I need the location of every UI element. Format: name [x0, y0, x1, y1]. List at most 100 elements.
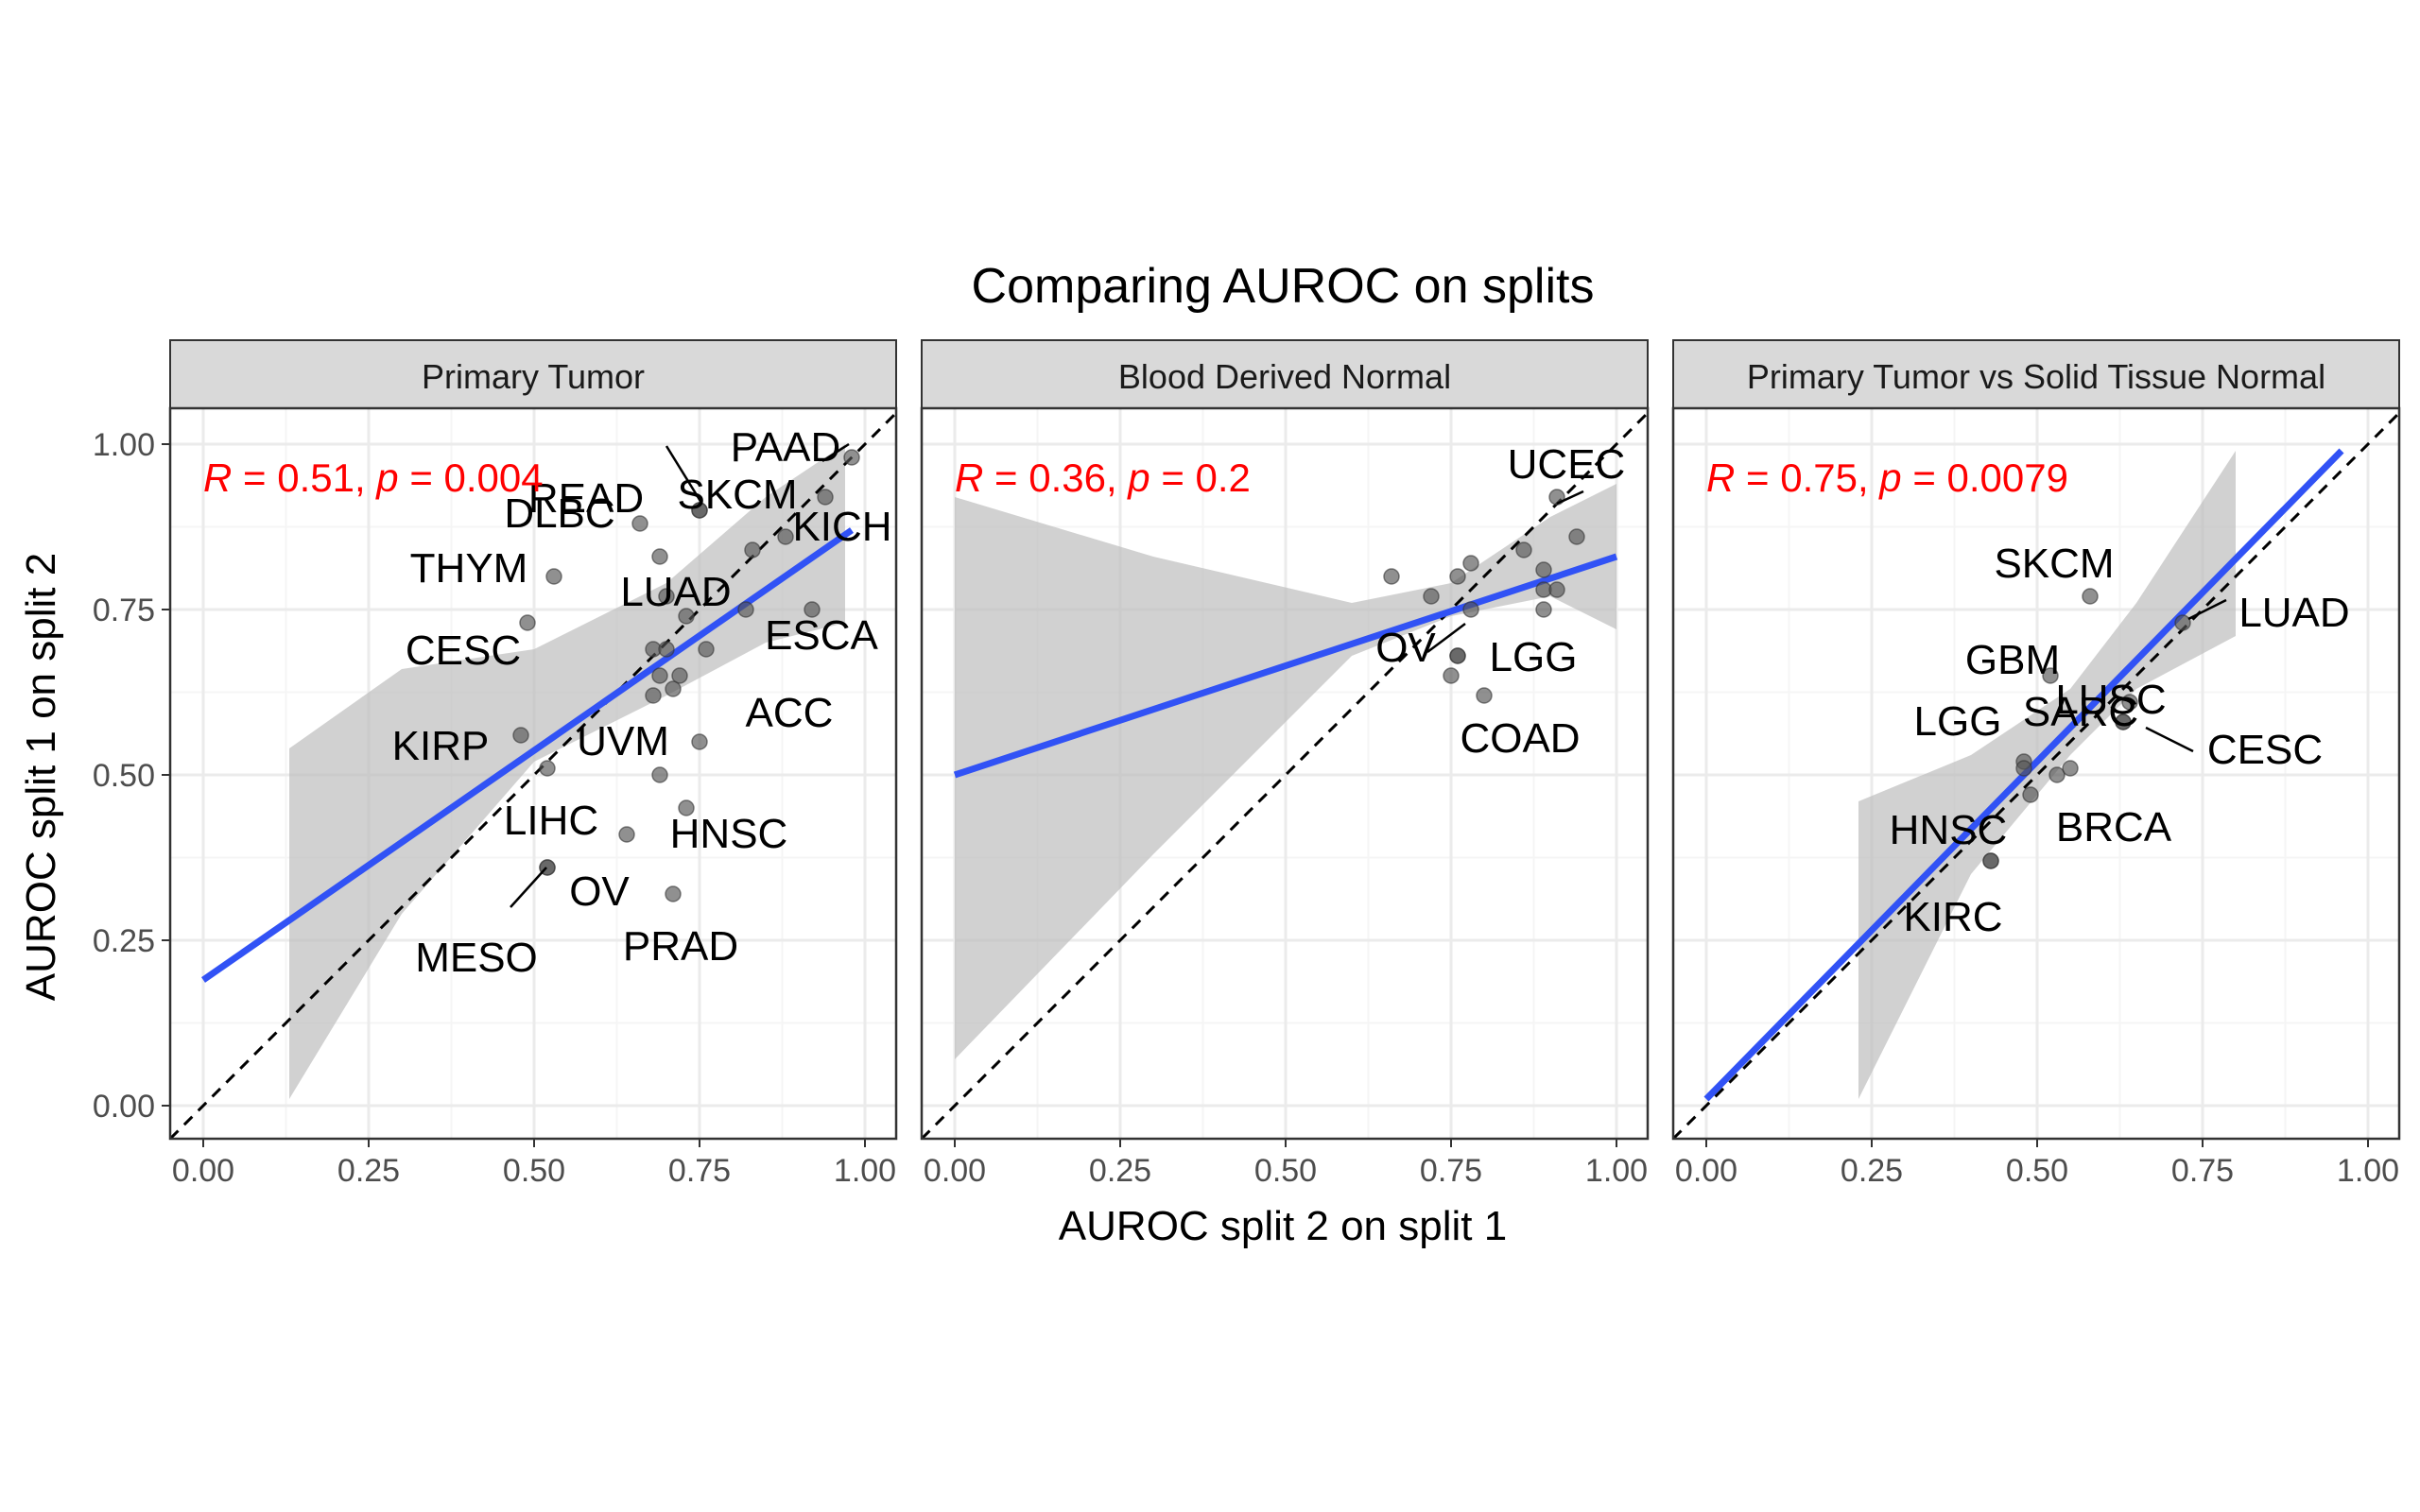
point-label: READ [528, 475, 644, 522]
point-label: CESC [2207, 727, 2323, 773]
facet-strip [921, 339, 1649, 409]
label-leader-line [2145, 726, 2194, 753]
y-tick-label: 0.00 [93, 1089, 155, 1125]
plot-layer: PAAD READ SKCM DLBC KICH THYM LUAD ESCA CESC ACC K… [170, 408, 896, 1139]
correlation-annotation: R = 0.51, p = 0.004 [203, 455, 544, 500]
data-point [2042, 667, 2059, 684]
facet-strip-label: Primary Tumor vs Solid Tissue Normal [1747, 357, 2325, 396]
point-label: UVM [577, 718, 669, 765]
data-point [1548, 581, 1565, 598]
point-label: ESCA [765, 612, 878, 659]
x-tick-label: 0.50 [1254, 1153, 1317, 1189]
data-point [2121, 694, 2138, 711]
x-axis-title: AUROC split 2 on split 1 [1059, 1203, 1507, 1249]
data-point [651, 667, 668, 684]
x-tick-label: 0.25 [1089, 1153, 1151, 1189]
point-label: DLBC [504, 490, 614, 537]
data-point [1535, 561, 1552, 578]
data-point [512, 727, 529, 744]
point-label: PAAD [731, 424, 841, 471]
point-label: HNSC [1890, 807, 2008, 853]
point-label: OV [1375, 625, 1436, 671]
x-tick-label: 1.00 [834, 1153, 896, 1189]
point-label: LGG [1490, 634, 1578, 680]
y-tick-label: 0.75 [93, 593, 155, 628]
point-label: KICH [792, 504, 891, 550]
point-label: LUSC [2055, 677, 2166, 723]
y-tick-label: 1.00 [93, 427, 155, 463]
point-label: SARC [2023, 689, 2138, 735]
correlation-annotation: R = 0.75, p = 0.0079 [1706, 455, 2068, 500]
data-point [2015, 760, 2032, 777]
data-point [1568, 528, 1585, 545]
y-tick-label: 0.25 [93, 923, 155, 959]
facet-panel-3: Primary Tumor vs Solid Tissue Normal SKCM… [1671, 339, 2401, 1189]
regression-line [953, 553, 1618, 779]
x-tick-label: 0.75 [1420, 1153, 1482, 1189]
point-label: OV [569, 868, 630, 915]
x-tick-label: 0.25 [337, 1153, 400, 1189]
data-point [777, 528, 794, 545]
x-tick-label: 0.25 [1841, 1153, 1903, 1189]
x-tick-label: 1.00 [1585, 1153, 1648, 1189]
identity-line [1673, 410, 2399, 1139]
point-label: UCEC [1508, 441, 1626, 488]
facet-strip-label: Blood Derived Normal [1118, 357, 1451, 396]
point-label: LGG [1914, 698, 2002, 745]
point-label: MESO [415, 935, 538, 981]
data-point [1443, 667, 1460, 684]
label-leader-line [2187, 598, 2227, 621]
confidence-ribbon [955, 484, 1616, 1059]
data-point [1449, 568, 1466, 585]
point-label: LUAD [2238, 590, 2349, 636]
data-point [843, 449, 860, 466]
label-leader-line [1426, 623, 1466, 653]
x-tick-label: 0.75 [668, 1153, 731, 1189]
x-tick-label: 1.00 [2337, 1153, 2399, 1189]
data-point [2048, 766, 2066, 783]
data-point [631, 515, 648, 532]
confidence-ribbon [1858, 451, 2236, 1099]
point-label: ACC [746, 690, 834, 736]
facet-panel-2: Blood Derived Normal UCEC OV LGG COAD R = 0.3… [920, 339, 1650, 1189]
data-point [2082, 588, 2099, 605]
facet-panels: Primary Tumor PAAD READ SKCM DLBC KICH THYM LUA… [93, 339, 2401, 1189]
label-leader-line [1556, 490, 1584, 506]
data-point [671, 667, 688, 684]
facet-panel-1: Primary Tumor PAAD READ SKCM DLBC KICH THYM LUA… [93, 339, 898, 1189]
data-point [665, 680, 682, 697]
point-label: LIHC [504, 798, 598, 844]
data-point [618, 826, 635, 843]
point-label: GBM [1965, 637, 2060, 683]
label-leader-line [821, 442, 850, 463]
point-label: SKCM [677, 472, 797, 518]
facet-strip-label: Primary Tumor [422, 357, 645, 396]
y-axis-title: AUROC split 1 on split 2 [18, 553, 64, 1001]
data-point [1462, 555, 1479, 572]
data-point [737, 601, 754, 618]
data-point [1383, 568, 1400, 585]
x-tick-label: 0.00 [1675, 1153, 1737, 1189]
data-point [1449, 647, 1466, 664]
data-point [519, 614, 536, 631]
label-leader-line [665, 445, 703, 504]
data-point [2115, 713, 2132, 730]
point-label: HNSC [670, 811, 788, 857]
x-tick-label: 0.00 [172, 1153, 234, 1189]
y-tick-label: 0.50 [93, 758, 155, 794]
x-tick-label: 0.75 [2171, 1153, 2234, 1189]
data-point [1535, 601, 1552, 618]
point-label: KIRP [392, 723, 490, 769]
data-point [545, 568, 562, 585]
confidence-ribbon [289, 444, 845, 1099]
data-point [698, 641, 715, 658]
point-label: LUAD [620, 569, 731, 615]
data-point [1462, 601, 1479, 618]
data-point [651, 766, 668, 783]
data-point [817, 489, 834, 506]
point-label: THYM [410, 545, 528, 592]
data-point [691, 502, 708, 519]
facet-strip [169, 339, 897, 409]
